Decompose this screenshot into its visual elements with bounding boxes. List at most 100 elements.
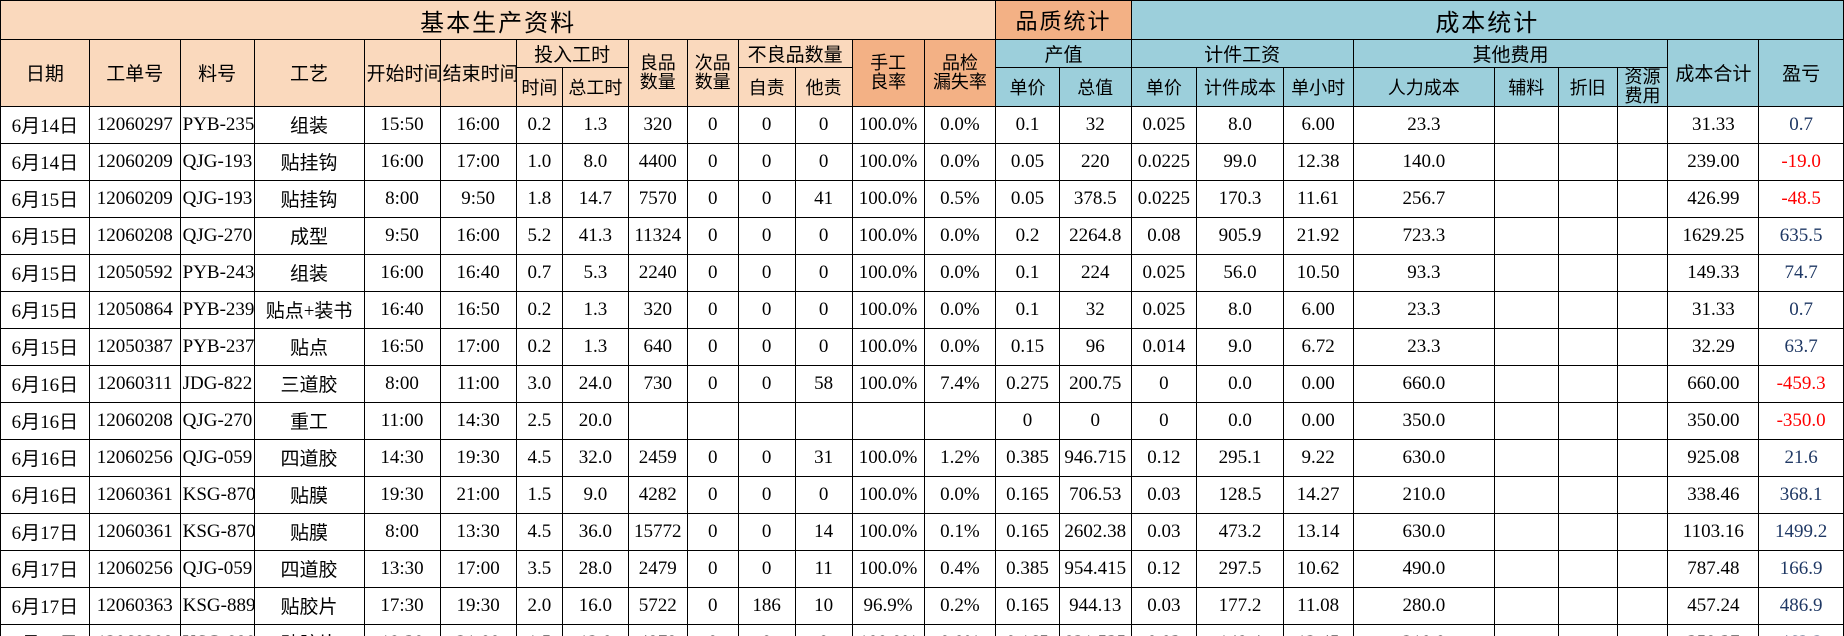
cell-total-hours[interactable]: 14.7: [562, 179, 629, 218]
cell-other-fault[interactable]: 41: [794, 179, 853, 218]
cell-date[interactable]: 6月14日: [0, 105, 90, 144]
cell-aux-material[interactable]: [1494, 327, 1559, 366]
subgroup-header-defect-qty[interactable]: 不良品数量: [737, 39, 853, 68]
cell-process[interactable]: 贴点+装书: [253, 290, 365, 329]
cell-other-fault[interactable]: 0: [794, 216, 853, 255]
cell-end-time[interactable]: 14:30: [439, 401, 517, 440]
cell-other-fault[interactable]: 0: [794, 142, 853, 181]
cell-start-time[interactable]: 16:00: [363, 253, 441, 292]
cell-profit-loss[interactable]: 486.9: [1758, 586, 1844, 625]
cell-ov-unit-price[interactable]: 0.1: [995, 290, 1060, 329]
cell-labor-cost[interactable]: 93.3: [1352, 253, 1496, 292]
cell-qc-miss[interactable]: 0.0%: [923, 216, 997, 255]
cell-resource-fee[interactable]: [1616, 475, 1669, 514]
cell-qc-miss[interactable]: 0.0%: [923, 290, 997, 329]
cell-end-time[interactable]: 17:00: [439, 549, 517, 588]
cell-defect-qty[interactable]: 0: [686, 623, 739, 636]
cell-process[interactable]: 贴挂钩: [253, 142, 365, 181]
cell-depreciation[interactable]: [1557, 105, 1618, 144]
cell-cost-total[interactable]: 1103.16: [1667, 512, 1760, 551]
col-header-aux-material[interactable]: 辅料: [1494, 67, 1559, 107]
cell-labor-cost[interactable]: 660.0: [1352, 364, 1496, 403]
cell-start-time[interactable]: 8:00: [363, 364, 441, 403]
cell-other-fault[interactable]: 31: [794, 438, 853, 477]
cell-cost-total[interactable]: 787.48: [1667, 549, 1760, 588]
cell-ov-unit-price[interactable]: 0.165: [995, 475, 1060, 514]
col-header-work-order[interactable]: 工单号: [88, 39, 181, 107]
cell-material-no[interactable]: KSG-870: [179, 512, 255, 551]
cell-qc-miss[interactable]: 0.0%: [923, 327, 997, 366]
cell-depreciation[interactable]: [1557, 438, 1618, 477]
cell-start-time[interactable]: 19:30: [363, 475, 441, 514]
cell-good-qty[interactable]: [627, 401, 688, 440]
cell-other-fault[interactable]: 0: [794, 327, 853, 366]
cell-self-fault[interactable]: 0: [737, 549, 796, 588]
cell-self-fault[interactable]: 0: [737, 253, 796, 292]
cell-pw-unit-price[interactable]: 0.014: [1130, 327, 1198, 366]
cell-work-order[interactable]: 12060208: [88, 623, 181, 636]
cell-labor-cost[interactable]: 350.0: [1352, 401, 1496, 440]
cell-good-qty[interactable]: 2240: [627, 253, 688, 292]
cell-other-fault[interactable]: 0: [794, 623, 853, 636]
col-header-defect-qty[interactable]: 次品 数量: [686, 39, 739, 107]
col-header-labor-cost[interactable]: 人力成本: [1352, 67, 1496, 107]
cell-date[interactable]: 6月16日: [0, 438, 90, 477]
cell-other-fault[interactable]: 10: [794, 586, 853, 625]
cell-other-fault[interactable]: 0: [794, 290, 853, 329]
cell-profit-loss[interactable]: 0.7: [1758, 105, 1844, 144]
cell-material-no[interactable]: PYB-237: [179, 327, 255, 366]
cell-resource-fee[interactable]: [1616, 142, 1669, 181]
cell-profit-loss[interactable]: 166.9: [1758, 549, 1844, 588]
cell-ov-unit-price[interactable]: 0.275: [995, 364, 1060, 403]
cell-total-hours[interactable]: 41.3: [562, 216, 629, 255]
cell-end-time[interactable]: 13:30: [439, 512, 517, 551]
cell-aux-material[interactable]: [1494, 475, 1559, 514]
cell-defect-qty[interactable]: 0: [686, 364, 739, 403]
cell-process[interactable]: 组装: [253, 253, 365, 292]
cell-pw-piece-cost[interactable]: 8.0: [1196, 290, 1284, 329]
col-header-total-hours[interactable]: 总工时: [562, 67, 629, 107]
cell-qc-miss[interactable]: 0.2%: [923, 586, 997, 625]
cell-good-qty[interactable]: 11324: [627, 216, 688, 255]
cell-good-qty[interactable]: 640: [627, 327, 688, 366]
cell-defect-qty[interactable]: 0: [686, 512, 739, 551]
cell-depreciation[interactable]: [1557, 327, 1618, 366]
cell-ov-total[interactable]: 224: [1058, 253, 1132, 292]
cell-pw-piece-cost[interactable]: 149.4: [1196, 623, 1284, 636]
cell-manual-yield[interactable]: 100.0%: [851, 549, 925, 588]
cell-labor-cost[interactable]: 280.0: [1352, 586, 1496, 625]
cell-qc-miss[interactable]: 0.5%: [923, 179, 997, 218]
cell-depreciation[interactable]: [1557, 179, 1618, 218]
cell-start-time[interactable]: 19:30: [363, 623, 441, 636]
cell-pw-piece-cost[interactable]: 170.3: [1196, 179, 1284, 218]
cell-aux-material[interactable]: [1494, 586, 1559, 625]
cell-ov-total[interactable]: 32: [1058, 290, 1132, 329]
cell-defect-qty[interactable]: 0: [686, 142, 739, 181]
cell-process[interactable]: 四道胶: [253, 438, 365, 477]
cell-pw-unit-price[interactable]: 0.03: [1130, 623, 1198, 636]
cell-defect-qty[interactable]: 0: [686, 549, 739, 588]
cell-manual-yield[interactable]: 100.0%: [851, 290, 925, 329]
col-header-cost-total[interactable]: 成本合计: [1667, 39, 1760, 107]
cell-pw-per-hour[interactable]: 6.00: [1282, 105, 1354, 144]
cell-work-order[interactable]: 12060209: [88, 142, 181, 181]
cell-end-time[interactable]: 9:50: [439, 179, 517, 218]
cell-start-time[interactable]: 16:50: [363, 327, 441, 366]
cell-date[interactable]: 6月17日: [0, 512, 90, 551]
cell-pw-per-hour[interactable]: 11.08: [1282, 586, 1354, 625]
cell-other-fault[interactable]: 0: [794, 253, 853, 292]
cell-ov-total[interactable]: 32: [1058, 105, 1132, 144]
cell-start-time[interactable]: 8:00: [363, 179, 441, 218]
cell-other-fault[interactable]: [794, 401, 853, 440]
cell-date[interactable]: 6月17日: [0, 549, 90, 588]
cell-good-qty[interactable]: 4282: [627, 475, 688, 514]
cell-manual-yield[interactable]: [851, 401, 925, 440]
cell-labor-cost[interactable]: 630.0: [1352, 512, 1496, 551]
cell-pw-piece-cost[interactable]: 9.0: [1196, 327, 1284, 366]
cell-ov-total[interactable]: 2602.38: [1058, 512, 1132, 551]
cell-resource-fee[interactable]: [1616, 179, 1669, 218]
col-header-material-no[interactable]: 料号: [179, 39, 255, 107]
cell-material-no[interactable]: PYB-239: [179, 290, 255, 329]
cell-qc-miss[interactable]: 0.4%: [923, 549, 997, 588]
cell-manual-yield[interactable]: 100.0%: [851, 216, 925, 255]
